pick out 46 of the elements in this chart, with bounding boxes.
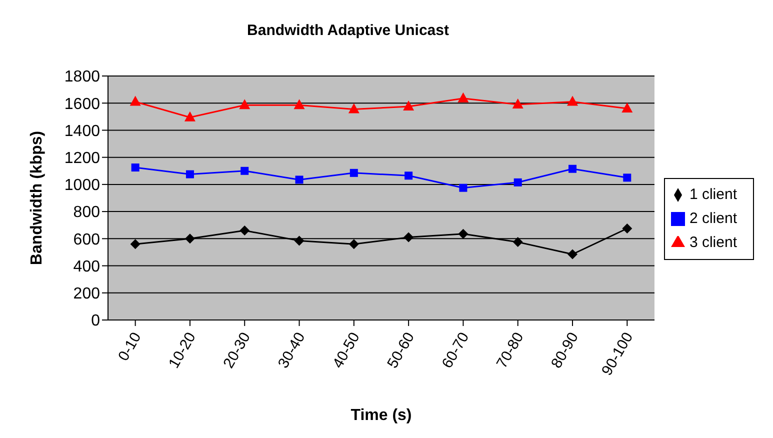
point [186, 170, 194, 178]
y-axis-title: Bandwidth (kbps) [28, 130, 46, 266]
point [568, 249, 578, 260]
point [184, 234, 195, 244]
point [567, 96, 578, 106]
point [184, 111, 196, 122]
point [350, 168, 358, 177]
point [240, 226, 250, 236]
point [512, 98, 524, 108]
point [131, 164, 140, 172]
y-tick-label: 400 [73, 258, 100, 276]
point [512, 237, 523, 248]
point [459, 184, 468, 192]
point [458, 92, 469, 102]
point [403, 100, 414, 110]
point [348, 103, 360, 114]
point [623, 174, 632, 182]
point [568, 164, 576, 173]
point [404, 172, 413, 180]
y-tick-label: 1800 [64, 68, 100, 86]
chart-title: Bandwidth Adaptive Unicast [246, 22, 450, 39]
y-tick-label: 1400 [64, 122, 100, 140]
point [514, 178, 522, 186]
point [622, 102, 633, 113]
point [348, 239, 359, 250]
point [240, 166, 249, 175]
y-tick-label: 800 [73, 204, 100, 222]
y-tick-label: 0 [91, 312, 100, 330]
y-tick-label: 200 [73, 286, 100, 303]
legend-label: 1 client [689, 186, 737, 203]
x-axis-title: Time (s) [350, 407, 412, 424]
legend-label: 3 client [689, 234, 737, 251]
point [294, 99, 305, 110]
legend-label: 2 client [689, 210, 737, 227]
y-tick-label: 600 [73, 231, 100, 248]
point [130, 96, 141, 106]
point [239, 99, 250, 110]
point [404, 232, 414, 242]
point [622, 224, 632, 234]
y-tick-label: 1600 [64, 96, 100, 113]
point [294, 236, 304, 246]
point [458, 228, 468, 239]
point [130, 239, 140, 250]
y-tick-label: 1200 [64, 150, 100, 168]
y-tick-label: 1000 [64, 177, 100, 194]
point [295, 176, 304, 184]
